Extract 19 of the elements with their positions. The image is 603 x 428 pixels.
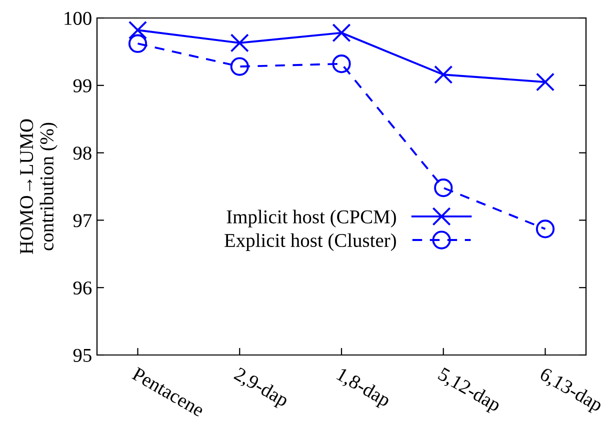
point [230,57,249,76]
point [230,34,249,52]
legend-label: Explicit host (Cluster) [224,233,396,251]
legend-label: Implicit host (CPCM) [226,210,396,228]
point [536,220,555,238]
point [128,34,148,53]
point [536,72,555,92]
y-tick-label: 98 [73,146,92,160]
point [332,24,351,42]
point [332,54,351,74]
y-axis-title: HOMO→LUMO contribution (%) [20,119,58,254]
point [128,20,148,40]
y-tick-label: 96 [73,281,92,295]
y-tick-label: 100 [64,12,92,25]
point [434,65,453,84]
y-tick-label: 95 [73,348,92,362]
y-tick-label: 97 [73,214,92,228]
y-tick-label: 99 [73,79,92,92]
point [434,178,453,198]
